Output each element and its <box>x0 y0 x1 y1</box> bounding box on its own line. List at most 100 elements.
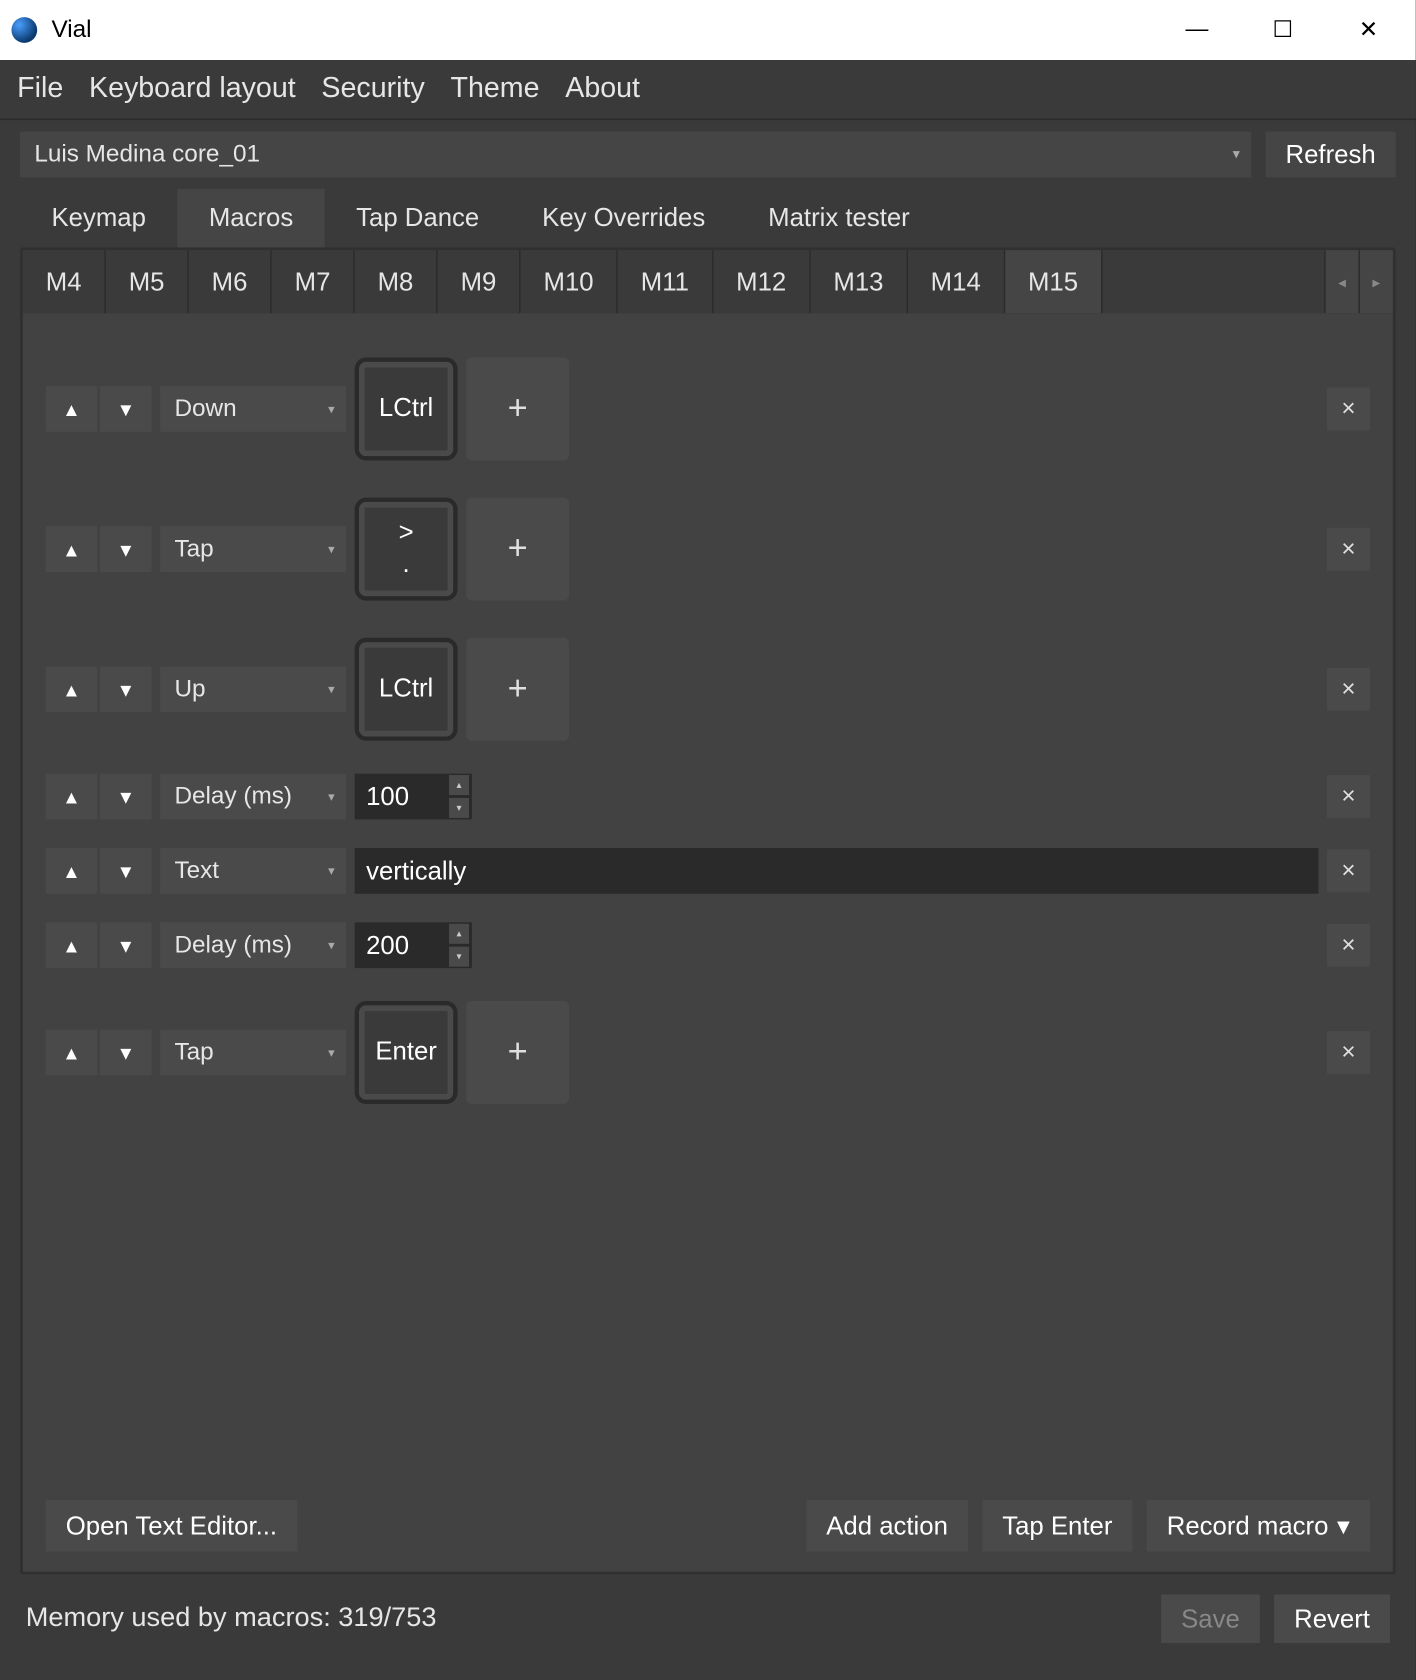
move-down-button[interactable]: ▼ <box>100 774 151 820</box>
action-type-select[interactable]: Up <box>160 666 346 712</box>
refresh-button[interactable]: Refresh <box>1266 132 1396 178</box>
delete-action-button[interactable]: × <box>1327 1031 1370 1074</box>
action-row: ▲ ▼ Delay (ms) 200 ▴ ▾ × <box>46 922 1370 968</box>
reorder-buttons: ▲ ▼ <box>46 386 152 432</box>
device-row: Luis Medina core_01 Refresh <box>0 120 1416 183</box>
action-type-select[interactable]: Down <box>160 386 346 432</box>
add-key-button[interactable]: + <box>466 1001 569 1104</box>
delay-input[interactable]: 200 ▴ ▾ <box>355 922 472 968</box>
move-down-button[interactable]: ▼ <box>100 666 151 712</box>
macro-tab-m5[interactable]: M5 <box>106 250 189 313</box>
add-key-button[interactable]: + <box>466 358 569 461</box>
app-window: Vial — ☐ ✕ File Keyboard layout Security… <box>0 0 1416 1680</box>
delete-action-button[interactable]: × <box>1327 668 1370 711</box>
spinner-up-icon[interactable]: ▴ <box>449 775 469 795</box>
action-type-select[interactable]: Delay (ms) <box>160 922 346 968</box>
menu-file[interactable]: File <box>17 73 63 106</box>
reorder-buttons: ▲ ▼ <box>46 526 152 572</box>
device-select[interactable]: Luis Medina core_01 <box>20 132 1251 178</box>
move-down-button[interactable]: ▼ <box>100 922 151 968</box>
move-up-button[interactable]: ▲ <box>46 774 97 820</box>
record-macro-button[interactable]: Record macro ▾ <box>1147 1500 1370 1551</box>
move-up-button[interactable]: ▲ <box>46 526 97 572</box>
action-type-select[interactable]: Tap <box>160 1030 346 1076</box>
macro-tab-m9[interactable]: M9 <box>438 250 521 313</box>
keycap[interactable]: LCtrl <box>355 638 458 741</box>
delete-action-button[interactable]: × <box>1327 924 1370 967</box>
add-key-button[interactable]: + <box>466 498 569 601</box>
revert-button[interactable]: Revert <box>1274 1594 1390 1643</box>
macro-tab-m15[interactable]: M15 <box>1005 250 1102 313</box>
delay-value: 200 <box>366 930 409 960</box>
action-type-value: Up <box>174 675 205 704</box>
keycap-label: LCtrl <box>379 674 433 705</box>
move-up-button[interactable]: ▲ <box>46 386 97 432</box>
add-action-button[interactable]: Add action <box>806 1500 968 1551</box>
text-input[interactable]: vertically <box>355 848 1319 894</box>
keycap[interactable]: Enter <box>355 1001 458 1104</box>
macro-tab-m7[interactable]: M7 <box>272 250 355 313</box>
action-type-select[interactable]: Delay (ms) <box>160 774 346 820</box>
move-up-button[interactable]: ▲ <box>46 848 97 894</box>
macro-tab-m14[interactable]: M14 <box>908 250 1005 313</box>
keycap-label: Enter <box>375 1037 437 1068</box>
macro-content: ▲ ▼ Down LCtrl + × ▲ ▼ Tap > . <box>23 313 1393 1486</box>
tab-key-overrides[interactable]: Key Overrides <box>511 189 737 248</box>
macro-tab-m6[interactable]: M6 <box>189 250 272 313</box>
menu-security[interactable]: Security <box>321 73 424 106</box>
action-type-select[interactable]: Tap <box>160 526 346 572</box>
action-row: ▲ ▼ Delay (ms) 100 ▴ ▾ × <box>46 774 1370 820</box>
spinner-buttons: ▴ ▾ <box>449 922 469 968</box>
delay-input[interactable]: 100 ▴ ▾ <box>355 774 472 820</box>
delete-action-button[interactable]: × <box>1327 388 1370 431</box>
add-key-button[interactable]: + <box>466 638 569 741</box>
macro-tab-m11[interactable]: M11 <box>618 250 713 313</box>
move-up-button[interactable]: ▲ <box>46 666 97 712</box>
move-down-button[interactable]: ▼ <box>100 1030 151 1076</box>
macro-tab-m12[interactable]: M12 <box>713 250 810 313</box>
menu-theme[interactable]: Theme <box>450 73 539 106</box>
macro-tab-m13[interactable]: M13 <box>811 250 908 313</box>
spinner-down-icon[interactable]: ▾ <box>449 798 469 818</box>
spinner-up-icon[interactable]: ▴ <box>449 924 469 944</box>
macro-tab-m8[interactable]: M8 <box>355 250 438 313</box>
delete-action-button[interactable]: × <box>1327 775 1370 818</box>
macro-tab-m4[interactable]: M4 <box>23 250 106 313</box>
macro-tab-m10[interactable]: M10 <box>521 250 618 313</box>
tab-matrix-tester[interactable]: Matrix tester <box>737 189 942 248</box>
memory-status: Memory used by macros: 319/753 <box>26 1603 437 1634</box>
move-down-button[interactable]: ▼ <box>100 848 151 894</box>
spinner-down-icon[interactable]: ▾ <box>449 947 469 967</box>
tap-enter-button[interactable]: Tap Enter <box>982 1500 1132 1551</box>
tab-macros[interactable]: Macros <box>177 189 324 248</box>
action-type-select[interactable]: Text <box>160 848 346 894</box>
titlebar: Vial — ☐ ✕ <box>0 0 1416 60</box>
menu-keyboard-layout[interactable]: Keyboard layout <box>89 73 296 106</box>
tab-tap-dance[interactable]: Tap Dance <box>325 189 511 248</box>
macro-scroll-left[interactable]: ◂ <box>1324 250 1358 313</box>
action-type-value: Tap <box>174 1038 213 1067</box>
tab-keymap[interactable]: Keymap <box>20 189 177 248</box>
maximize-button[interactable]: ☐ <box>1261 9 1304 52</box>
close-button[interactable]: ✕ <box>1347 9 1390 52</box>
open-text-editor-button[interactable]: Open Text Editor... <box>46 1500 297 1551</box>
keycap[interactable]: LCtrl <box>355 358 458 461</box>
delete-action-button[interactable]: × <box>1327 849 1370 892</box>
action-row: ▲ ▼ Text vertically × <box>46 848 1370 894</box>
macro-tabs: M4 M5 M6 M7 M8 M9 M10 M11 M12 M13 M14 M1… <box>23 250 1393 313</box>
move-down-button[interactable]: ▼ <box>100 526 151 572</box>
spinner-buttons: ▴ ▾ <box>449 774 469 820</box>
move-up-button[interactable]: ▲ <box>46 922 97 968</box>
delete-action-button[interactable]: × <box>1327 528 1370 571</box>
device-select-value: Luis Medina core_01 <box>34 140 260 169</box>
menu-about[interactable]: About <box>565 73 640 106</box>
reorder-buttons: ▲ ▼ <box>46 774 152 820</box>
minimize-button[interactable]: — <box>1175 9 1218 52</box>
move-up-button[interactable]: ▲ <box>46 1030 97 1076</box>
app-icon <box>11 17 37 43</box>
macro-scroll-right[interactable]: ▸ <box>1359 250 1393 313</box>
save-button[interactable]: Save <box>1161 1594 1260 1643</box>
move-down-button[interactable]: ▼ <box>100 386 151 432</box>
keycap[interactable]: > . <box>355 498 458 601</box>
reorder-buttons: ▲ ▼ <box>46 666 152 712</box>
